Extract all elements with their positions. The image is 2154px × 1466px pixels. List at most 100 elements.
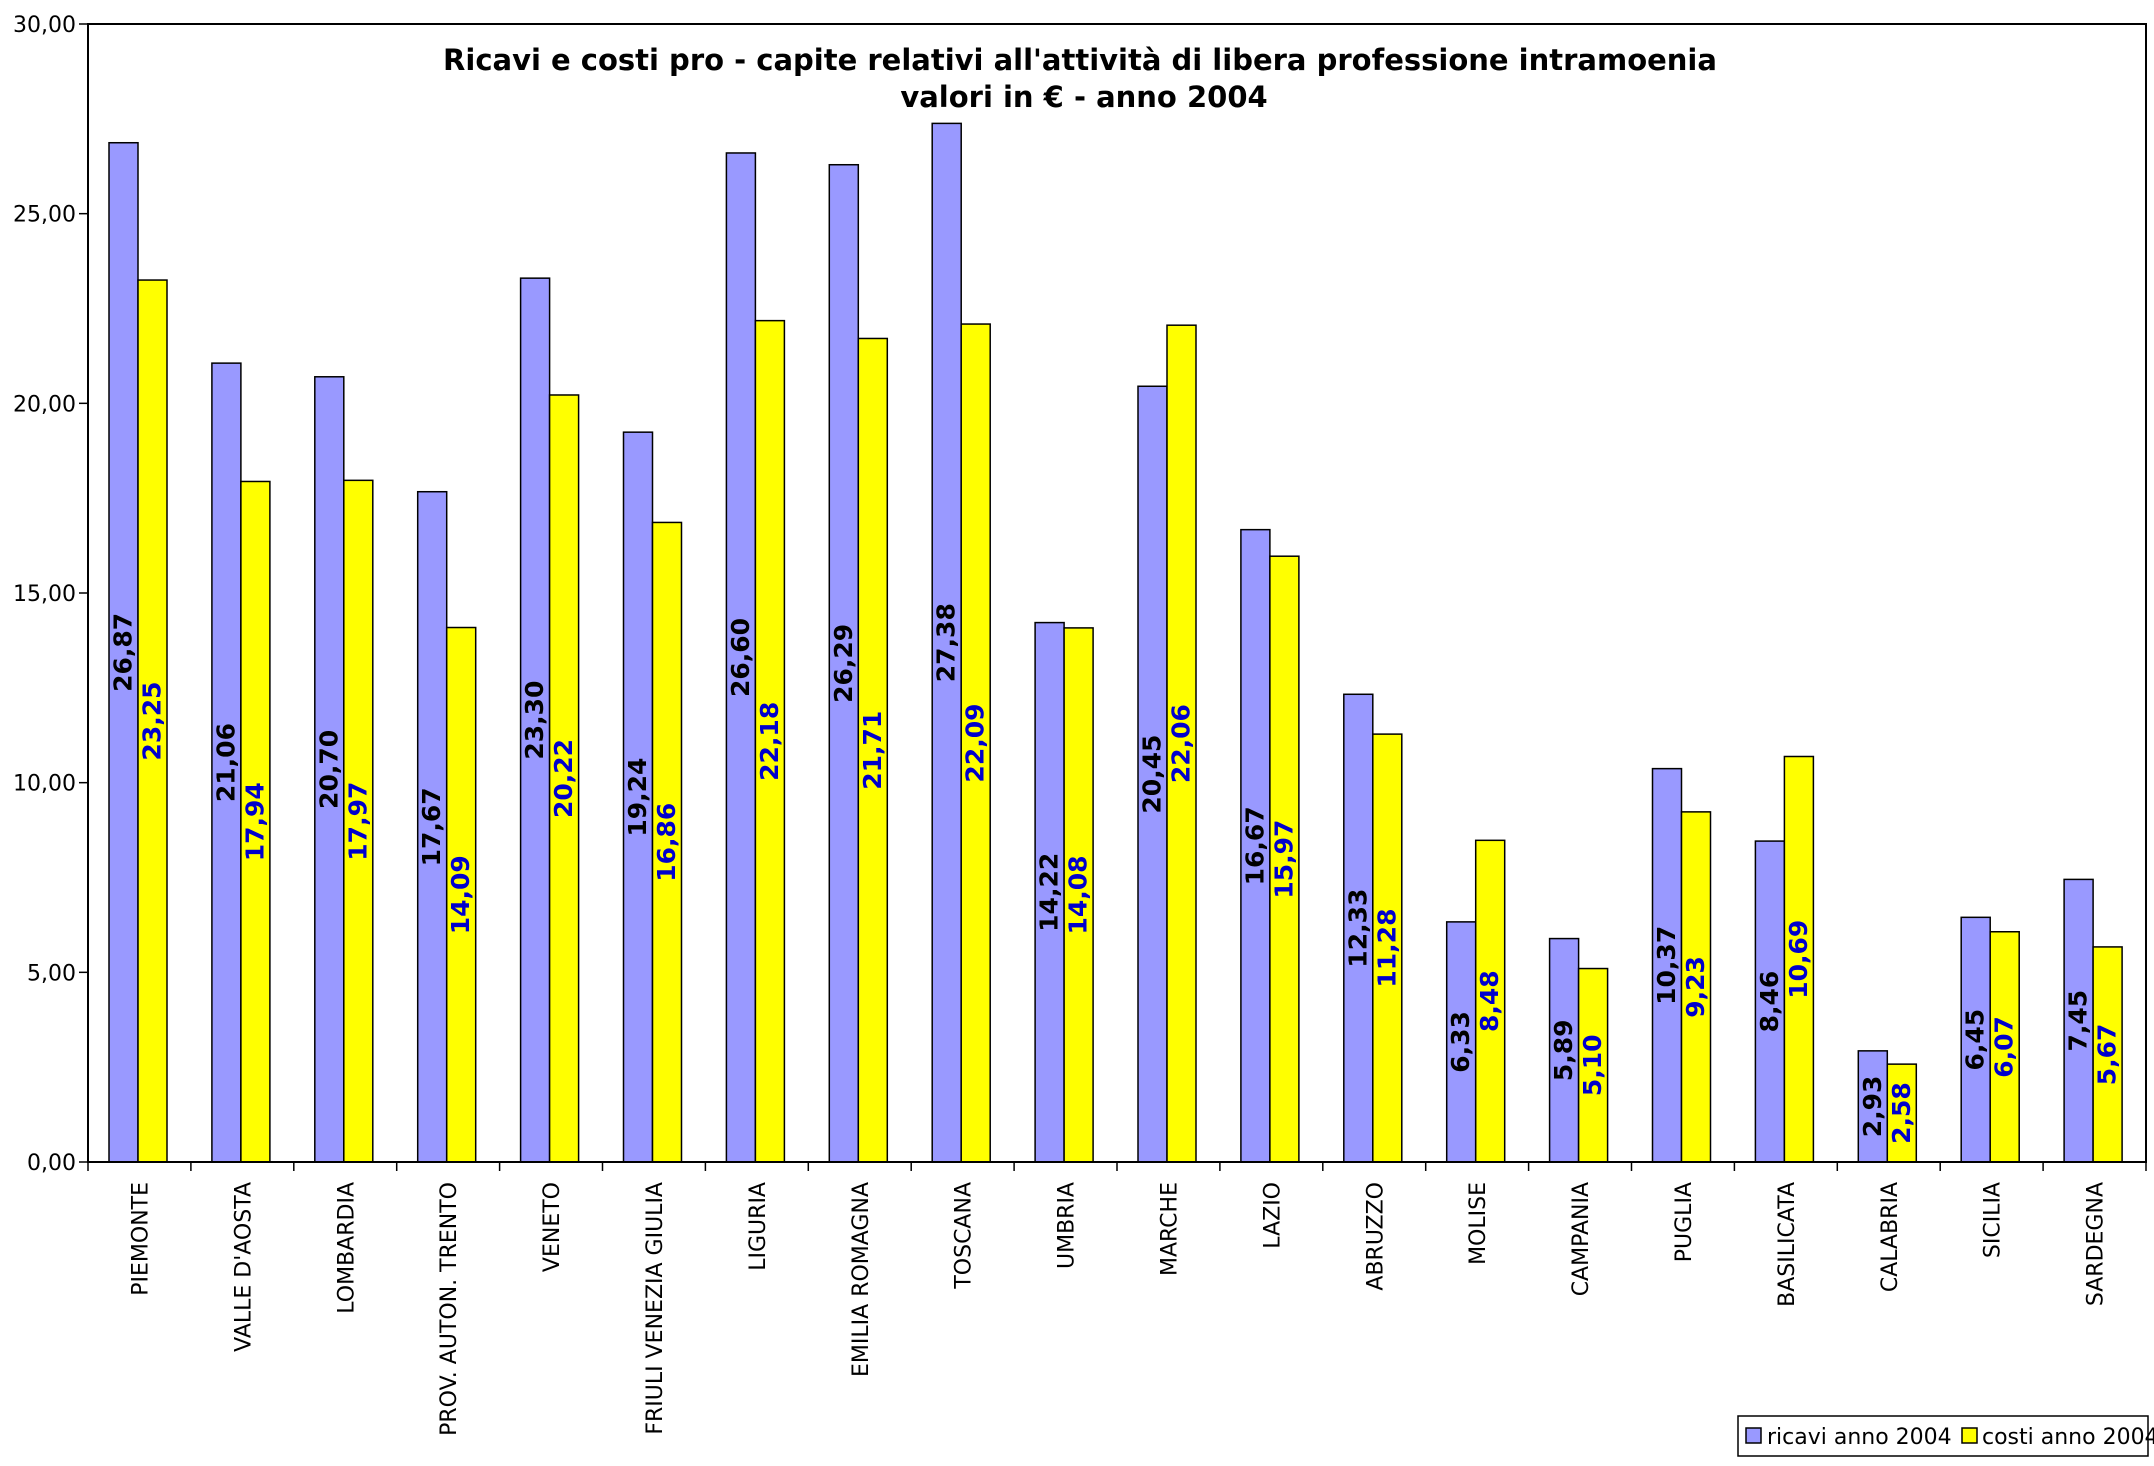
category-label: LIGURIA (746, 1182, 771, 1271)
data-label-costi: 5,10 (1578, 1034, 1607, 1096)
data-label-costi: 9,23 (1681, 956, 1710, 1018)
bar-costi (1886, 1063, 1918, 1163)
data-label-ricavi: 10,37 (1652, 926, 1681, 1005)
data-label-costi: 11,28 (1372, 909, 1401, 988)
category-label: LAZIO (1260, 1182, 1285, 1249)
bar-costi (754, 319, 786, 1163)
category-label: MARCHE (1157, 1182, 1182, 1276)
bar-costi (343, 479, 374, 1163)
data-label-costi: 5,67 (2093, 1024, 2122, 1086)
data-label-ricavi: 23,30 (520, 681, 549, 760)
bar-costi (960, 323, 991, 1163)
category-label: SICILIA (1981, 1182, 2006, 1258)
bar-ricavi (1754, 840, 1786, 1163)
data-label-ricavi: 26,60 (726, 618, 755, 697)
category-label: PUGLIA (1672, 1182, 1697, 1262)
bar-ricavi (1240, 528, 1271, 1163)
category-label: BASILICATA (1775, 1182, 1800, 1307)
bar-ricavi (1960, 916, 1991, 1163)
category-label: UMBRIA (1055, 1182, 1080, 1269)
data-label-ricavi: 8,46 (1755, 971, 1784, 1033)
bar-costi (2092, 946, 2123, 1163)
y-tick-label: 15,00 (13, 582, 76, 607)
category-label: PIEMONTE (128, 1182, 153, 1296)
data-label-ricavi: 16,67 (1240, 806, 1269, 885)
data-label-costi: 17,94 (240, 782, 269, 861)
y-tick-label: 10,00 (13, 772, 76, 797)
category-label: FRIULI VENEZIA GIULIA (643, 1182, 668, 1435)
legend-swatch-costi (1961, 1427, 1978, 1444)
category-label: VENETO (540, 1182, 565, 1272)
y-tick-label: 5,00 (27, 961, 76, 986)
category-label: LOMBARDIA (334, 1182, 359, 1314)
data-label-costi: 23,25 (138, 681, 167, 760)
data-label-ricavi: 20,70 (314, 730, 343, 809)
legend: ricavi anno 2004 costi anno 2004 (1737, 1415, 2154, 1457)
bar-costi (1372, 733, 1403, 1163)
bar-costi (1474, 839, 1506, 1163)
y-tick-label: 25,00 (13, 203, 76, 228)
data-label-costi: 20,22 (549, 739, 578, 818)
category-label: PROV. AUTON. TRENTO (437, 1182, 462, 1436)
data-label-costi: 22,09 (961, 703, 990, 782)
data-label-ricavi: 27,38 (932, 603, 961, 682)
data-label-ricavi: 26,87 (109, 613, 138, 692)
y-tick-label: 30,00 (13, 13, 76, 38)
data-label-ricavi: 21,06 (211, 723, 240, 802)
y-tick-label: 0,00 (27, 1151, 76, 1176)
y-axis: 0,00 5,00 10,00 15,00 20,00 25,00 30,00 (13, 13, 88, 1176)
category-label: CALABRIA (1878, 1182, 1903, 1292)
bar-costi (548, 394, 580, 1163)
bar-costi (1783, 755, 1815, 1163)
legend-label-costi: costi anno 2004 (1982, 1425, 2154, 1450)
bar-ricavi (1651, 767, 1683, 1163)
bar-costi (445, 626, 477, 1163)
data-label-costi: 15,97 (1269, 820, 1298, 899)
data-label-ricavi: 20,45 (1138, 735, 1167, 814)
data-label-ricavi: 5,89 (1549, 1019, 1578, 1081)
category-label: VALLE D'AOSTA (231, 1182, 256, 1352)
data-label-ricavi: 6,33 (1446, 1011, 1475, 1073)
bar-ricavi (1034, 621, 1065, 1163)
data-label-costi: 14,09 (446, 855, 475, 934)
legend-swatch-ricavi (1745, 1427, 1762, 1444)
chart-subtitle: valori in € - anno 2004 (900, 80, 1267, 114)
data-label-costi: 21,71 (858, 711, 887, 790)
bar-costi (240, 480, 271, 1163)
data-label-ricavi: 6,45 (1961, 1009, 1990, 1071)
data-label-ricavi: 7,45 (2064, 990, 2093, 1052)
chart-title: Ricavi e costi pro - capite relativi all… (443, 43, 1717, 77)
data-label-ricavi: 12,33 (1343, 889, 1372, 968)
legend-box (1737, 1415, 2149, 1457)
legend-label-ricavi: ricavi anno 2004 (1767, 1425, 1952, 1450)
bar-ricavi (2063, 878, 2094, 1163)
bar-ricavi (725, 152, 757, 1163)
bar-costi (1269, 555, 1300, 1163)
x-axis: PIEMONTE VALLE D'AOSTA LOMBARDIA PROV. AUTO… (87, 1161, 2147, 1436)
category-label: MOLISE (1466, 1182, 1491, 1265)
data-label-costi: 17,97 (343, 782, 372, 861)
bar-costi (1063, 627, 1094, 1163)
bar-ricavi (931, 122, 962, 1163)
y-tick-label: 20,00 (13, 392, 76, 417)
category-label: TOSCANA (952, 1182, 977, 1290)
category-label: CAMPANIA (1569, 1182, 1594, 1296)
bar-costi (1577, 967, 1609, 1163)
data-label-costi: 2,58 (1887, 1082, 1916, 1144)
category-label: SARDEGNA (2084, 1182, 2109, 1306)
data-label-ricavi: 2,93 (1858, 1076, 1887, 1138)
category-label: ABRUZZO (1363, 1182, 1388, 1291)
data-label-ricavi: 14,22 (1035, 853, 1064, 932)
category-label: EMILIA ROMAGNA (849, 1182, 874, 1377)
data-label-costi: 14,08 (1064, 855, 1093, 934)
data-label-ricavi: 17,67 (417, 787, 446, 866)
data-label-ricavi: 19,24 (623, 758, 652, 837)
bar-ricavi (1548, 937, 1580, 1163)
bar-costi (857, 337, 889, 1163)
bar-ricavi (828, 163, 860, 1163)
data-label-costi: 10,69 (1784, 920, 1813, 999)
bar-costi (1166, 324, 1197, 1163)
bars (108, 122, 2123, 1163)
